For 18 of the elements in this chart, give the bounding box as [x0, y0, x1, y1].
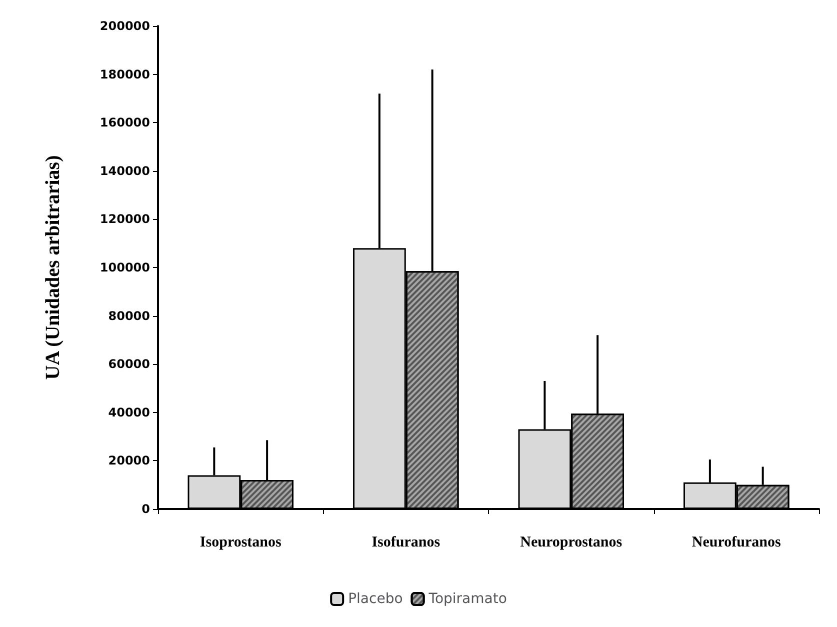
y-tick-label: 160000	[100, 116, 150, 130]
y-tick-label: 80000	[108, 308, 150, 323]
x-tick-label: Isofuranos	[372, 534, 440, 550]
x-tick-label: Isoprostanos	[200, 534, 282, 550]
x-tick-label: Neuroprostanos	[520, 534, 622, 550]
y-tick-label: 100000	[100, 260, 150, 274]
y-axis-title: UA (Unidades arbitrarias)	[42, 155, 64, 380]
y-tick-label: 60000	[108, 357, 150, 372]
x-tick-label: Neurofuranos	[692, 534, 781, 550]
y-tick-label: 120000	[100, 212, 150, 226]
y-tick-label: 200000	[100, 19, 150, 33]
y-tick-label: 140000	[100, 164, 150, 178]
legend-label: Topiramato	[428, 591, 507, 607]
y-tick-label: 40000	[108, 405, 150, 420]
legend-label: Placebo	[348, 591, 403, 607]
y-tick-label: 180000	[100, 67, 150, 82]
y-tick-label: 20000	[108, 454, 150, 468]
y-tick-label: 0	[142, 502, 150, 516]
